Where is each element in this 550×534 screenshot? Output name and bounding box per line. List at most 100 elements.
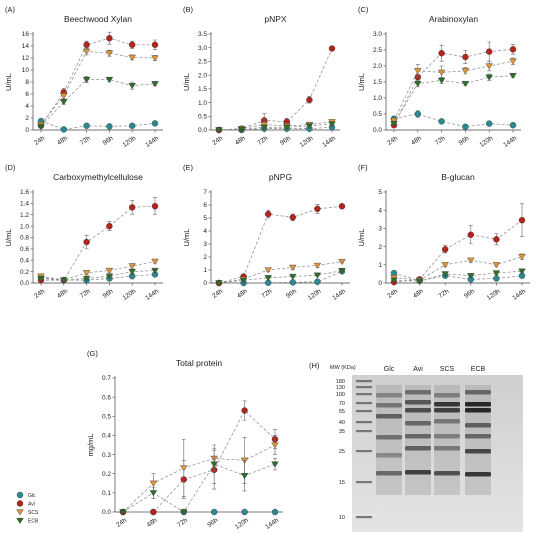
legend-item-scs: SCS bbox=[16, 509, 39, 516]
data-point bbox=[467, 231, 474, 238]
legend-label: Avi bbox=[28, 501, 35, 507]
series-ecb bbox=[215, 268, 346, 287]
x-tick-label: 72h bbox=[79, 135, 92, 147]
protein-band bbox=[376, 453, 402, 458]
y-tick-label: 4 bbox=[203, 228, 207, 235]
y-tick-label: 4 bbox=[25, 103, 29, 110]
data-point bbox=[241, 508, 248, 516]
data-point bbox=[82, 48, 91, 55]
y-tick-label: 6 bbox=[25, 91, 29, 98]
series-line bbox=[218, 121, 333, 131]
data-point bbox=[180, 465, 188, 472]
mw-marker-label: 70 bbox=[339, 401, 345, 407]
data-point bbox=[151, 55, 159, 62]
panel-label: (G) bbox=[87, 349, 98, 358]
series-line bbox=[218, 261, 343, 284]
data-point bbox=[314, 278, 321, 285]
ladder-band bbox=[356, 481, 372, 484]
protein-band bbox=[434, 402, 460, 407]
data-point bbox=[150, 508, 157, 516]
y-tick-label: 1.0 bbox=[373, 95, 382, 102]
x-tick-label: 144h bbox=[144, 135, 160, 149]
data-point bbox=[240, 473, 249, 480]
data-point bbox=[271, 461, 279, 468]
y-axis-label: mg/mL bbox=[86, 434, 95, 457]
series-line bbox=[40, 270, 156, 281]
protein-band bbox=[405, 470, 431, 475]
series-scs bbox=[215, 258, 346, 287]
x-tick-label: 120h bbox=[121, 288, 137, 302]
data-point bbox=[437, 77, 446, 84]
data-point bbox=[518, 268, 526, 275]
series-scs bbox=[390, 253, 526, 284]
legend-marker bbox=[16, 509, 24, 516]
data-point bbox=[82, 275, 91, 282]
data-point bbox=[509, 58, 517, 65]
y-tick-label: 0.0 bbox=[20, 280, 29, 287]
x-tick-label: 120h bbox=[307, 288, 323, 302]
y-tick-label: 14 bbox=[22, 43, 30, 50]
x-tick-label: 144h bbox=[321, 135, 337, 149]
y-tick-label: 1.4 bbox=[20, 201, 29, 208]
x-tick-label: 24h bbox=[115, 517, 128, 529]
y-tick-label: 2.5 bbox=[373, 47, 382, 54]
x-tick-label: 72h bbox=[437, 288, 450, 300]
x-tick-label: 24h bbox=[386, 288, 399, 300]
panel-label: (H) bbox=[309, 361, 320, 370]
mw-marker-label: 25 bbox=[339, 449, 345, 455]
series-line bbox=[393, 75, 514, 124]
legend-item-avi: Avi bbox=[16, 500, 35, 507]
data-point bbox=[328, 45, 336, 52]
data-point bbox=[486, 120, 493, 127]
chart-panel-b: (B) pNPX U/mL 0.0 0.5 1.0 1.5 2.0 2.5 3.0 3.5 24h 48… bbox=[182, 5, 340, 149]
data-point bbox=[414, 81, 422, 88]
x-tick-label: 48h bbox=[234, 135, 247, 147]
chart-panel-e: (E) pNPG U/mL 0 1 2 3 4 5 6 7 24h 48h 72h 96h 120h 144h bbox=[182, 163, 350, 302]
ladder-band bbox=[356, 410, 372, 413]
data-point bbox=[283, 124, 291, 131]
data-point bbox=[128, 204, 136, 211]
chart-title: pNPG bbox=[269, 172, 292, 182]
data-point bbox=[128, 269, 136, 276]
data-point bbox=[241, 407, 248, 414]
x-tick-label: 120h bbox=[234, 517, 250, 531]
mw-marker-label: 15 bbox=[339, 480, 345, 486]
series-ecb bbox=[390, 268, 526, 285]
series-line bbox=[218, 48, 333, 131]
x-tick-label: 24h bbox=[386, 135, 399, 147]
y-tick-label: 0.5 bbox=[198, 113, 207, 120]
series-line bbox=[123, 409, 276, 513]
lane-label: Avi bbox=[413, 366, 423, 373]
data-point bbox=[338, 258, 346, 265]
legend-marker bbox=[16, 500, 24, 507]
data-point bbox=[518, 217, 526, 224]
y-tick-label: 1.6 bbox=[20, 189, 29, 196]
data-point bbox=[106, 123, 113, 130]
protein-band bbox=[376, 435, 402, 440]
series-ecb bbox=[390, 73, 517, 128]
gel-lane-glc bbox=[376, 385, 402, 495]
series-line bbox=[393, 270, 523, 282]
data-point bbox=[260, 124, 268, 131]
series-avi bbox=[119, 400, 279, 516]
data-point bbox=[105, 273, 114, 280]
data-point bbox=[237, 126, 246, 133]
y-tick-label: 0.8 bbox=[20, 235, 29, 242]
y-tick-label: 0.4 bbox=[20, 257, 29, 264]
y-tick-label: 0.5 bbox=[373, 111, 382, 118]
series-line bbox=[219, 270, 343, 284]
legend-item-ecb: ECB bbox=[16, 517, 39, 524]
protein-band bbox=[376, 403, 402, 408]
x-tick-label: 96h bbox=[102, 135, 115, 147]
y-tick-label: 12 bbox=[22, 55, 30, 62]
data-point bbox=[271, 442, 279, 449]
chart-panel-a: (A) Beechwood Xylan U/mL 0 2 4 6 8 10 12 14 16 24h 48… bbox=[4, 5, 163, 149]
mw-marker-label: 180 bbox=[336, 379, 345, 385]
data-point bbox=[105, 77, 114, 84]
data-point bbox=[485, 74, 493, 81]
protein-band bbox=[465, 390, 491, 395]
chart-title: Arabinoxylan bbox=[429, 14, 478, 24]
x-tick-label: 120h bbox=[478, 135, 494, 149]
data-point bbox=[271, 508, 279, 516]
y-tick-label: 2.0 bbox=[198, 72, 207, 79]
